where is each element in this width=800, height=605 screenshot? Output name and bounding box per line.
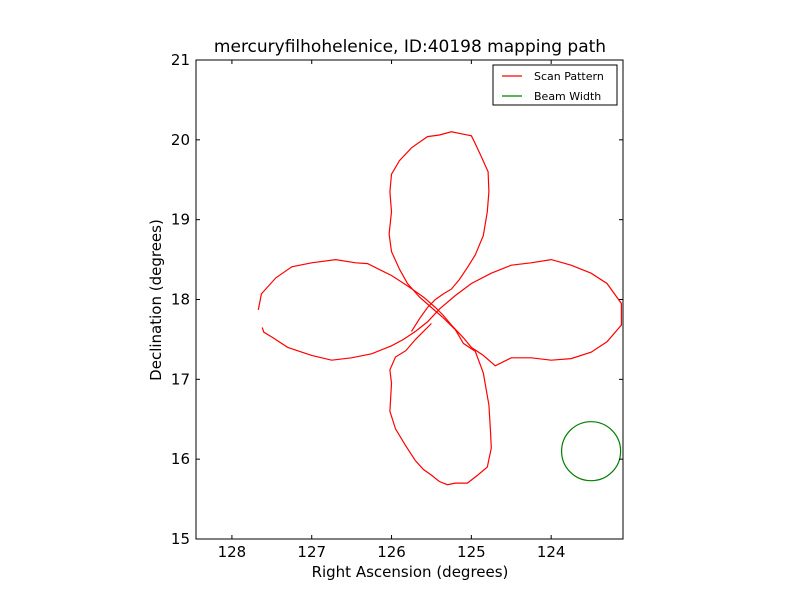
plot-area <box>257 131 623 486</box>
legend-scan-label: Scan Pattern <box>534 70 604 83</box>
x-tick-label: 124 <box>537 543 566 561</box>
scan-path-segment-0 <box>257 258 623 367</box>
y-axis-label: Declination (degrees) <box>147 219 165 381</box>
y-tick-label: 19 <box>171 211 190 229</box>
y-tick-label: 20 <box>171 131 190 149</box>
y-tick-label: 17 <box>171 370 190 388</box>
x-tick-label: 126 <box>377 543 406 561</box>
legend: Scan Pattern Beam Width <box>492 64 618 106</box>
scan-path-segment-1 <box>388 131 492 486</box>
chart-title: mercuryfilhohelenice, ID:40198 mapping p… <box>214 37 606 57</box>
y-tick-label: 16 <box>171 450 190 468</box>
x-tick-label: 128 <box>218 543 247 561</box>
y-tick-label: 21 <box>171 51 190 69</box>
beam-width-circle <box>560 421 622 482</box>
y-tick-label: 18 <box>171 291 190 309</box>
y-tick-label: 15 <box>171 530 190 548</box>
legend-beam-label: Beam Width <box>534 90 601 103</box>
x-axis-label: Right Ascension (degrees) <box>312 563 509 581</box>
axes: 128 127 126 125 124 15 16 17 18 19 20 21 <box>171 51 623 561</box>
scan-path-segment-2 <box>389 323 432 462</box>
x-tick-label: 125 <box>457 543 486 561</box>
x-tick-label: 127 <box>297 543 326 561</box>
legend-box <box>492 64 618 106</box>
